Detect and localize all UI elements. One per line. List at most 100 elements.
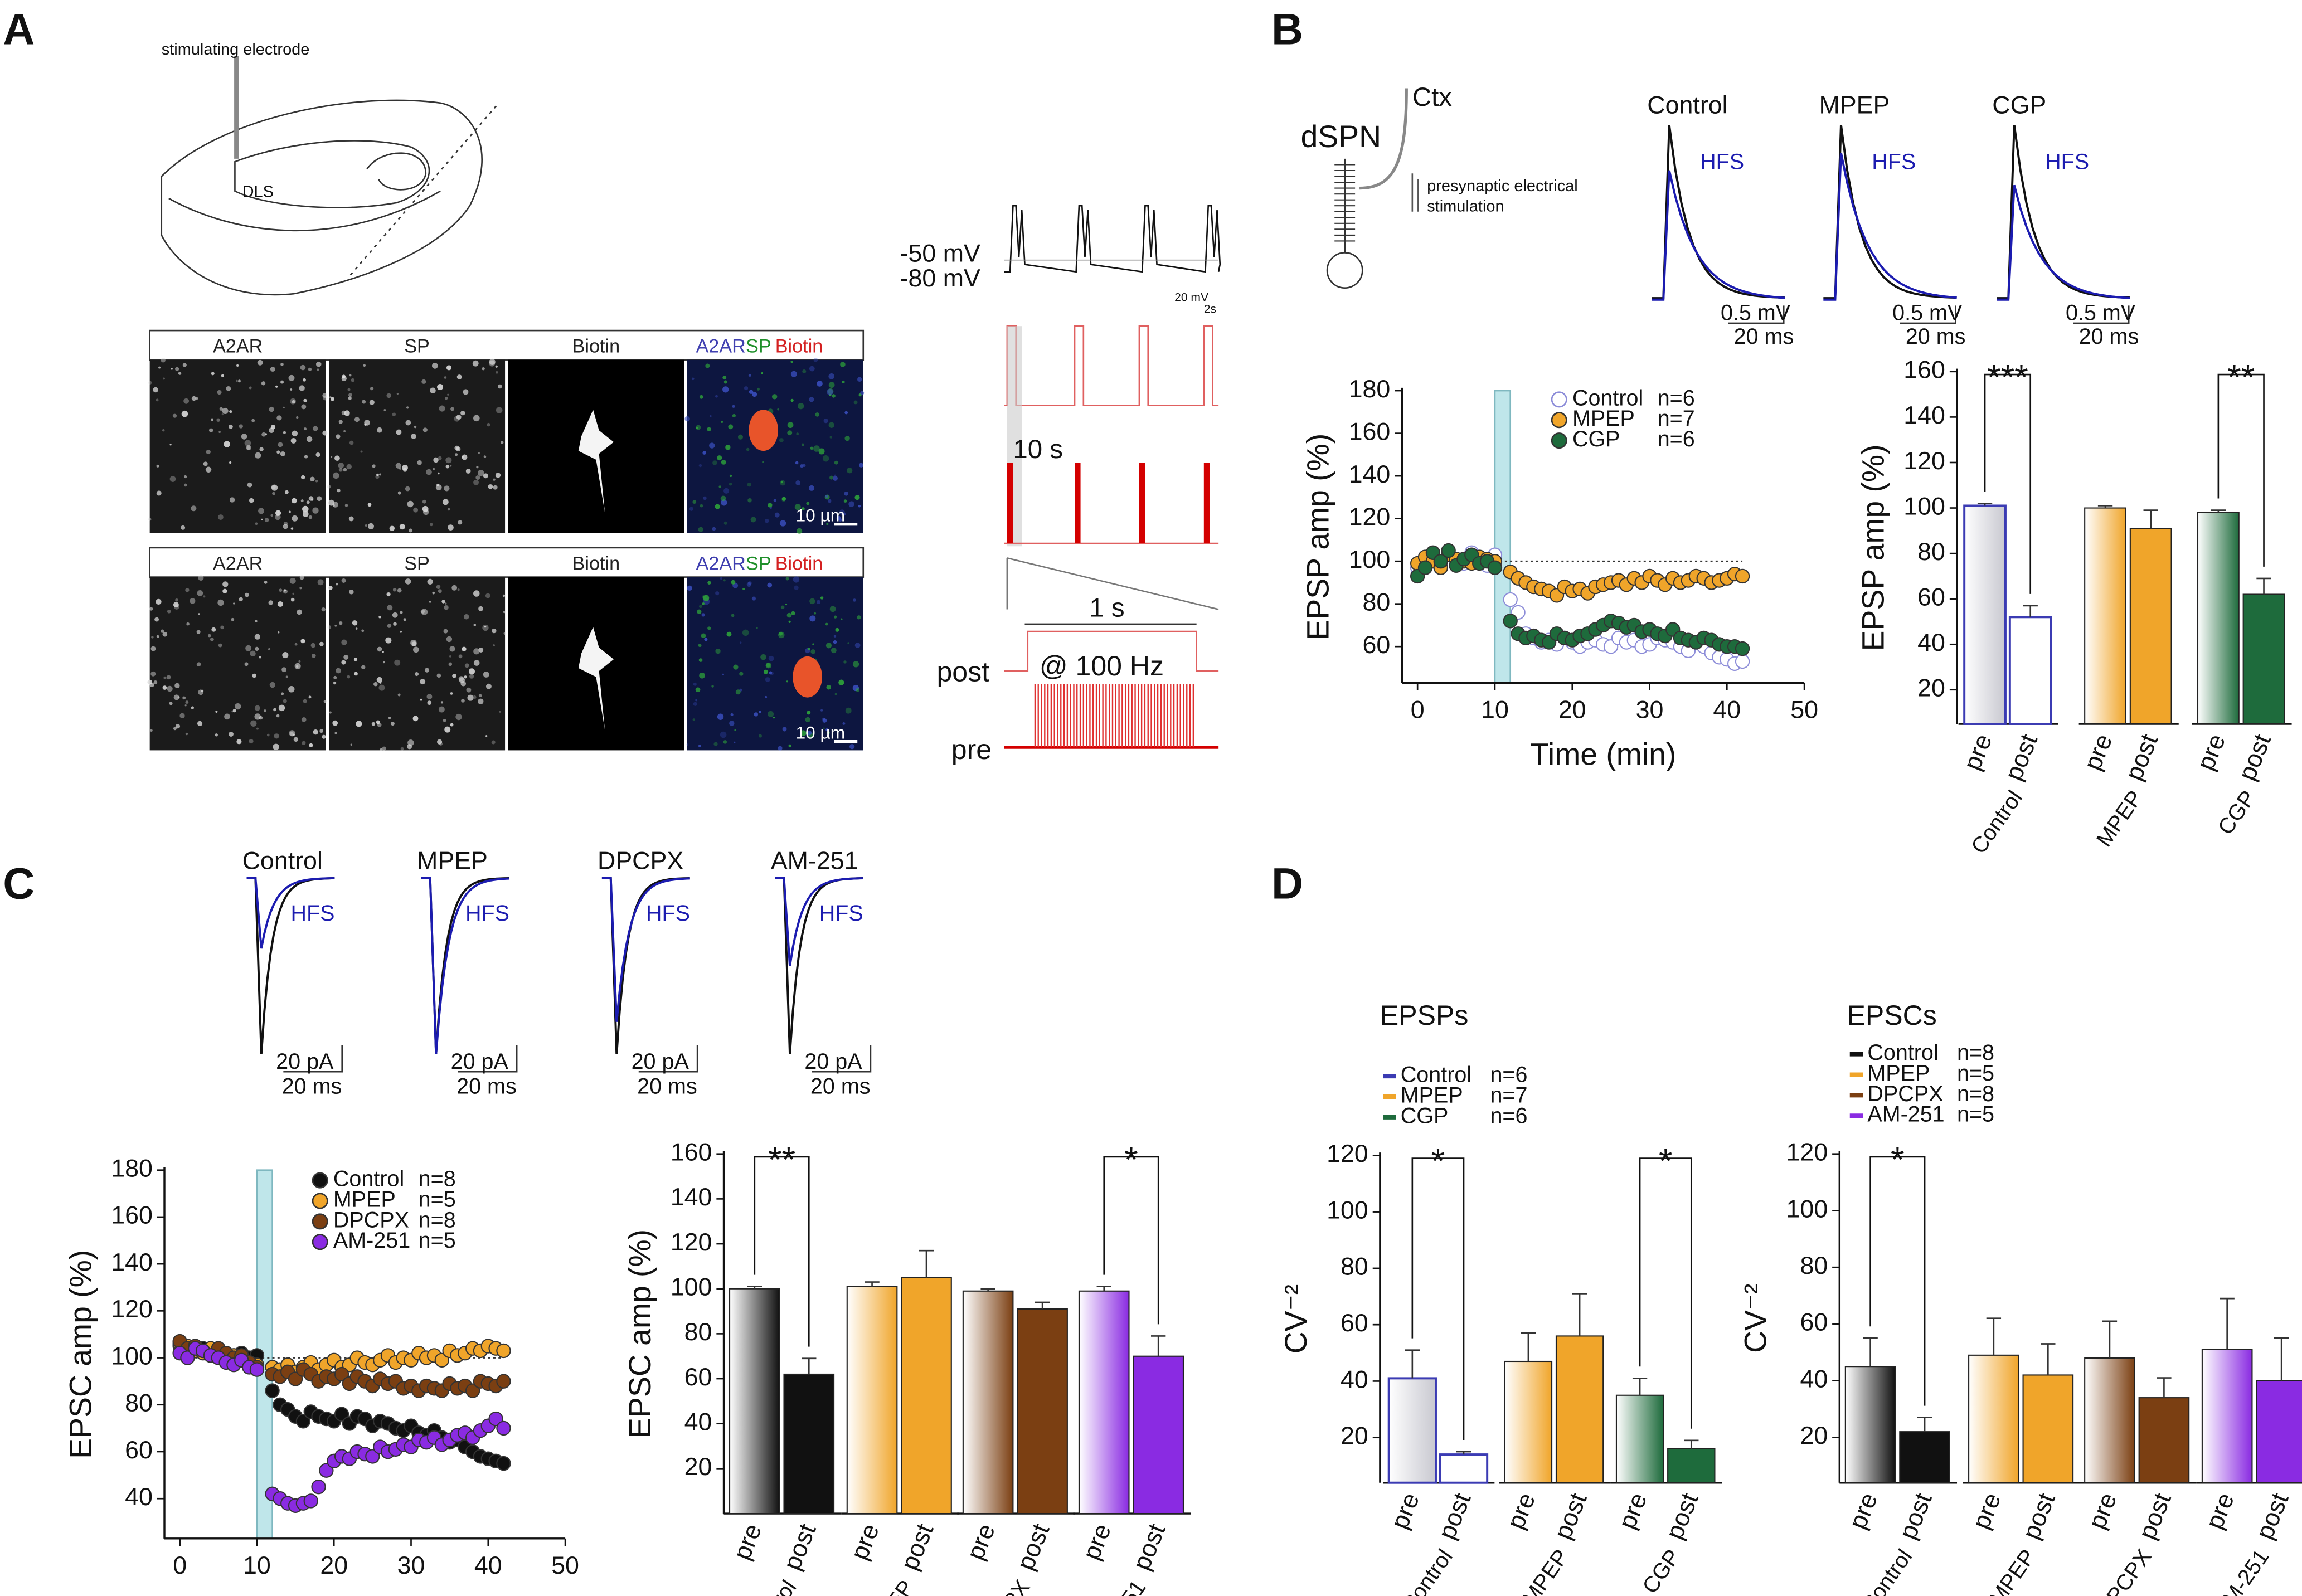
speckle	[334, 624, 337, 627]
stim-burst	[1203, 463, 1210, 544]
speckle	[702, 602, 705, 605]
bar-label: post	[1999, 730, 2043, 785]
speckle	[468, 668, 475, 675]
y-tick-label: 120	[111, 1295, 153, 1323]
speckle	[711, 685, 714, 688]
image-header: SP	[404, 553, 430, 574]
speckle	[779, 520, 786, 527]
speckle	[288, 374, 295, 381]
trace-hfs	[775, 877, 863, 966]
speckle	[781, 497, 786, 501]
speckle	[329, 396, 332, 398]
panel-letter: D	[1271, 858, 1303, 908]
legend-n: n=8	[419, 1167, 456, 1191]
speckle	[279, 588, 283, 592]
speckle	[450, 407, 454, 411]
y-tick-label: 80	[1341, 1253, 1368, 1281]
x-tick-label: 50	[551, 1551, 579, 1579]
group-label: MPEP	[1984, 1545, 2040, 1596]
speckle	[264, 709, 266, 712]
speckle	[433, 457, 439, 463]
speckle	[400, 611, 403, 614]
speckle	[245, 592, 249, 597]
speckle	[173, 602, 179, 608]
speckle	[388, 717, 391, 719]
speckle	[183, 483, 187, 487]
speckle	[452, 673, 456, 678]
speckle	[475, 475, 480, 480]
speckle	[449, 655, 451, 658]
data-point	[1503, 592, 1518, 607]
speckle	[273, 743, 279, 751]
speckle	[698, 745, 701, 748]
speckle	[730, 713, 734, 716]
speckle	[281, 692, 284, 695]
speckle	[373, 682, 378, 687]
speckle	[338, 463, 344, 469]
stim-trace	[1004, 325, 1219, 406]
y-tick-label: 120	[1327, 1140, 1368, 1167]
speckle	[222, 581, 229, 587]
legend-n: n=7	[1490, 1083, 1527, 1107]
speckle	[261, 518, 263, 521]
speckle	[208, 634, 211, 638]
speckle	[278, 442, 283, 447]
speckle	[343, 655, 349, 660]
significance: ***	[1987, 358, 2028, 397]
post-label: post	[936, 656, 989, 688]
speckle	[732, 413, 736, 418]
speckle	[729, 474, 732, 478]
y-tick-label: 100	[1327, 1196, 1368, 1224]
speckle	[342, 374, 346, 379]
trace-hfs	[246, 877, 335, 949]
speckle	[330, 397, 334, 401]
speckle	[222, 407, 229, 414]
legend-label: MPEP	[1867, 1061, 1930, 1086]
speckle	[254, 634, 260, 640]
group-label: Control	[1856, 1545, 1917, 1596]
speckle	[178, 372, 182, 375]
y-tick-label: 60	[684, 1363, 712, 1391]
speckle	[482, 367, 485, 371]
bar-label: pre	[1967, 1489, 2007, 1533]
speckle	[317, 368, 319, 371]
group-label: MPEP	[2092, 786, 2148, 851]
speckle	[210, 637, 214, 641]
bar-label: post	[1893, 1489, 1937, 1544]
speckle	[823, 419, 828, 424]
speckle	[707, 626, 711, 630]
legend-n: n=6	[1658, 386, 1695, 410]
speckle	[215, 733, 218, 737]
speckle	[833, 475, 838, 481]
speckle	[413, 507, 419, 513]
speckle	[447, 393, 449, 396]
speckle	[496, 371, 498, 374]
speckle	[283, 431, 286, 434]
y-tick-label: 180	[111, 1155, 153, 1183]
speckle	[266, 733, 270, 737]
speckle	[810, 446, 814, 450]
speckle	[292, 592, 294, 595]
speckle	[390, 722, 395, 726]
speckle	[310, 643, 315, 648]
panel-letter: A	[3, 4, 35, 53]
speckle	[250, 650, 256, 657]
speckle	[699, 672, 705, 679]
speckle	[269, 682, 275, 688]
speckle	[224, 713, 230, 720]
speckle	[167, 609, 171, 614]
speckle	[339, 621, 343, 625]
speckle	[261, 381, 266, 386]
speckle	[166, 675, 171, 680]
neuron	[578, 410, 614, 513]
speckle	[807, 730, 812, 736]
speckle	[405, 420, 411, 426]
speckle	[298, 660, 301, 663]
speckle	[833, 635, 837, 638]
speckle	[768, 503, 773, 508]
scale-label: 20 ms	[637, 1074, 697, 1099]
speckle	[847, 468, 853, 474]
speckle	[839, 509, 845, 515]
bar-label: post	[1011, 1520, 1055, 1574]
speckle	[403, 618, 406, 621]
